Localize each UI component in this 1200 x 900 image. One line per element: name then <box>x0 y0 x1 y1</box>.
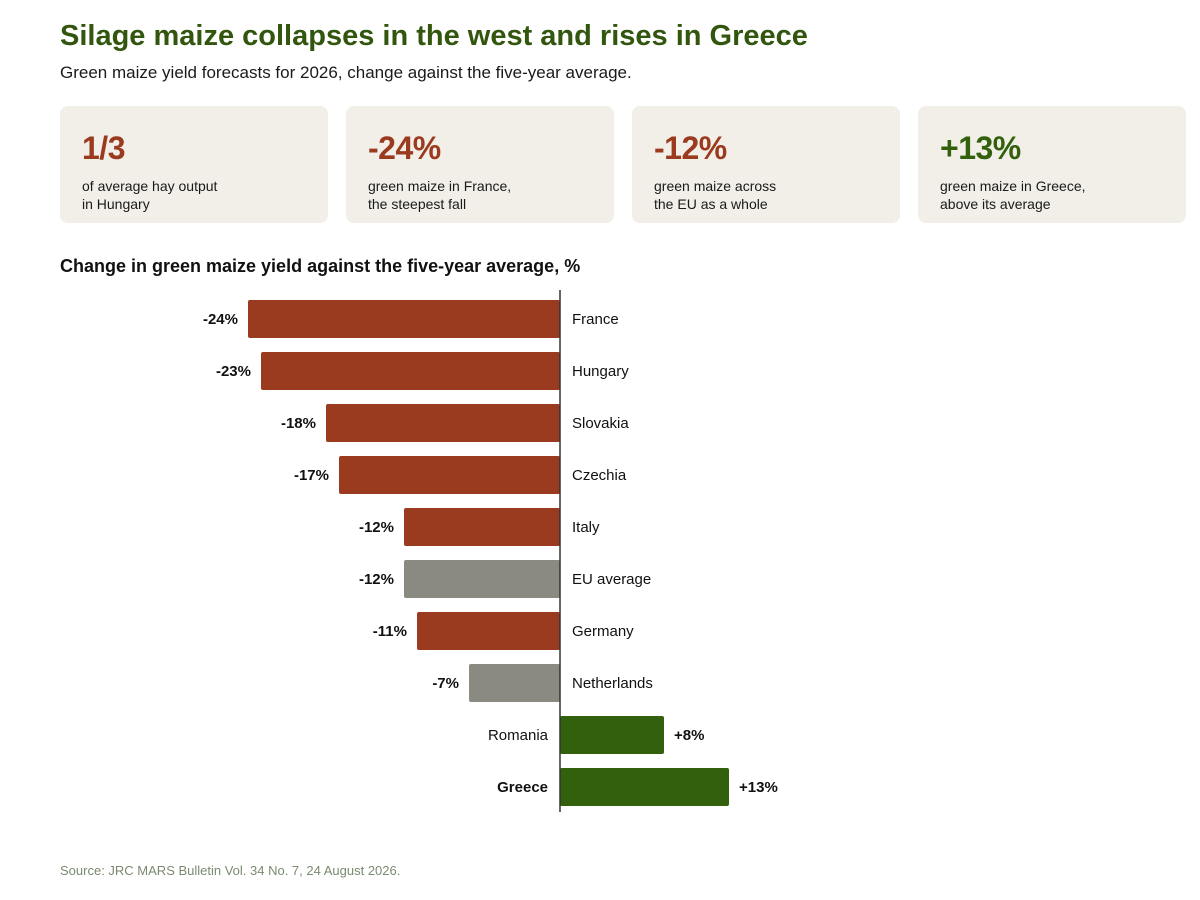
stat-card-value: -12% <box>654 130 727 166</box>
stat-card-description: green maize in France, the steepest fall <box>368 177 592 213</box>
stat-cards: 1/3 of average hay output in Hungary -24… <box>60 106 1186 223</box>
stat-card-value: 1/3 <box>82 130 125 166</box>
stat-card-description: green maize in Greece, above its average <box>940 177 1164 213</box>
bar-france <box>248 300 560 338</box>
data-label-eu-average: -12% <box>359 571 394 588</box>
category-label-hungary: Hungary <box>572 363 629 380</box>
stat-card-hungary-hay: 1/3 of average hay output in Hungary <box>60 106 328 223</box>
stat-card-value: +13% <box>940 130 1021 166</box>
bar-romania <box>560 716 664 754</box>
stat-card-line: green maize in Greece, <box>940 178 1086 194</box>
category-label-netherlands: Netherlands <box>572 675 653 692</box>
category-label-france: France <box>572 311 619 328</box>
yield-change-bar-chart: -24% France -23% Hungary -18% Slovakia -17% Cze… <box>203 290 778 812</box>
data-label-greece: +13% <box>739 779 778 796</box>
category-label-italy: Italy <box>572 519 600 536</box>
bar-netherlands <box>469 664 560 702</box>
page-subtitle: Green maize yield forecasts for 2026, ch… <box>60 63 632 82</box>
stat-card-description: of average hay output in Hungary <box>82 177 306 213</box>
category-label-slovakia: Slovakia <box>572 415 629 432</box>
bar-czechia <box>339 456 560 494</box>
data-label-romania: +8% <box>674 727 704 744</box>
stat-card-line: the steepest fall <box>368 196 467 212</box>
data-label-hungary: -23% <box>216 363 251 380</box>
page-title: Silage maize collapses in the west and r… <box>60 20 808 52</box>
category-label-romania: Romania <box>488 727 549 744</box>
stat-card-france: -24% green maize in France, the steepest… <box>346 106 614 223</box>
stat-card-line: green maize in France, <box>368 178 512 194</box>
bar-italy <box>404 508 560 546</box>
stat-card-line: green maize across <box>654 178 777 194</box>
data-label-czechia: -17% <box>294 467 329 484</box>
bar-slovakia <box>326 404 560 442</box>
stat-card-eu: -12% green maize across the EU as a whol… <box>632 106 900 223</box>
source-note: Source: JRC MARS Bulletin Vol. 34 No. 7,… <box>60 863 401 878</box>
stat-card-value: -24% <box>368 130 441 166</box>
category-label-germany: Germany <box>572 623 634 640</box>
data-label-france: -24% <box>203 311 238 328</box>
bar-eu-average <box>404 560 560 598</box>
data-label-italy: -12% <box>359 519 394 536</box>
category-label-eu-average: EU average <box>572 571 651 588</box>
data-label-germany: -11% <box>373 623 407 640</box>
data-label-netherlands: -7% <box>432 675 459 692</box>
bar-hungary <box>261 352 560 390</box>
bar-germany <box>417 612 560 650</box>
stat-card-line: above its average <box>940 196 1051 212</box>
stat-card-line: in Hungary <box>82 196 150 212</box>
chart-title: Change in green maize yield against the … <box>60 256 581 276</box>
category-label-czechia: Czechia <box>572 467 627 484</box>
stat-card-line: the EU as a whole <box>654 196 768 212</box>
stat-card-description: green maize across the EU as a whole <box>654 177 878 213</box>
category-label-greece: Greece <box>497 779 548 796</box>
data-label-slovakia: -18% <box>281 415 316 432</box>
stat-card-greece: +13% green maize in Greece, above its av… <box>918 106 1186 223</box>
bar-greece <box>560 768 729 806</box>
stat-card-line: of average hay output <box>82 178 218 194</box>
